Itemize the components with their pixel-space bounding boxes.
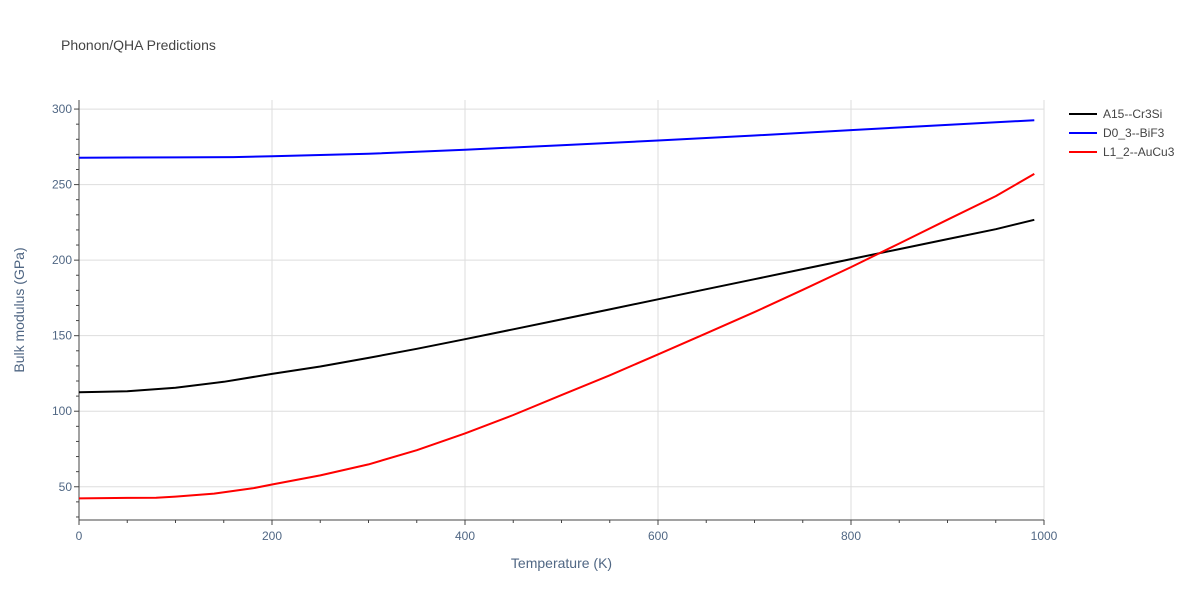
y-tick-label: 100 bbox=[52, 404, 72, 418]
y-axis-title: Bulk modulus (GPa) bbox=[11, 247, 27, 372]
gridlines bbox=[79, 100, 1045, 520]
y-tick-label: 150 bbox=[52, 329, 72, 343]
x-axis-ticks: 0 200 400 600 800 1000 bbox=[76, 520, 1058, 543]
chart-title: Phonon/QHA Predictions bbox=[61, 37, 216, 53]
x-tick-label: 600 bbox=[648, 529, 668, 543]
x-tick-label: 0 bbox=[76, 529, 83, 543]
axes bbox=[78, 100, 1044, 521]
y-tick-label: 200 bbox=[52, 253, 72, 267]
legend-item-l1-2-aucu3[interactable]: L1_2--AuCu3 bbox=[1069, 145, 1175, 159]
y-axis-ticks: 50 100 150 200 250 300 bbox=[52, 102, 79, 518]
x-tick-label: 1000 bbox=[1031, 529, 1058, 543]
x-tick-label: 200 bbox=[262, 529, 282, 543]
x-axis-title: Temperature (K) bbox=[511, 555, 612, 571]
data-series bbox=[78, 119, 1035, 500]
series-line-d0-3-bif3 bbox=[78, 119, 1035, 159]
legend-label: A15--Cr3Si bbox=[1103, 107, 1162, 121]
legend-label: D0_3--BiF3 bbox=[1103, 126, 1165, 140]
legend-label: L1_2--AuCu3 bbox=[1103, 145, 1175, 159]
x-tick-label: 400 bbox=[455, 529, 475, 543]
series-line-a15-cr3si bbox=[78, 218, 1035, 394]
legend-item-a15-cr3si[interactable]: A15--Cr3Si bbox=[1069, 107, 1162, 121]
y-tick-label: 300 bbox=[52, 102, 72, 116]
x-tick-label: 800 bbox=[841, 529, 861, 543]
y-tick-label: 250 bbox=[52, 178, 72, 192]
legend-item-d0-3-bif3[interactable]: D0_3--BiF3 bbox=[1069, 126, 1165, 140]
series-line-l1-2-aucu3 bbox=[78, 173, 1035, 500]
y-tick-label: 50 bbox=[59, 480, 73, 494]
legend: A15--Cr3Si D0_3--BiF3 L1_2--AuCu3 bbox=[1069, 107, 1175, 159]
